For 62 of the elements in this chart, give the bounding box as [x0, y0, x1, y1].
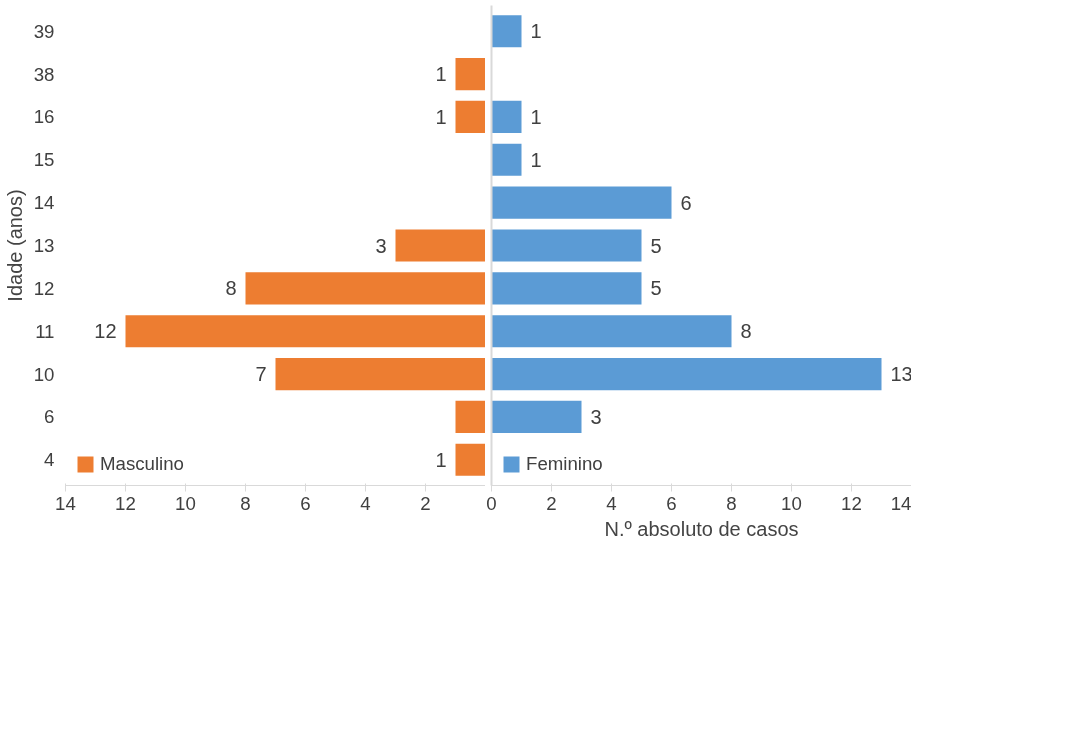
- bar: [275, 358, 485, 391]
- bar: [491, 400, 582, 433]
- bar: [491, 229, 642, 262]
- x-tick-label: 10: [175, 492, 196, 514]
- bar: [491, 272, 642, 305]
- y-axis-title: Idade (anos): [3, 189, 26, 302]
- y-tick-label: 39: [33, 20, 55, 42]
- data-label: 1: [530, 20, 542, 43]
- y-tick-label: 6: [44, 406, 55, 428]
- data-label: 12: [94, 320, 117, 343]
- y-tick-label: 12: [33, 277, 55, 299]
- legend-label: Feminino: [526, 453, 603, 475]
- data-label: 7: [255, 363, 267, 386]
- bar: [491, 15, 522, 48]
- x-tick-label: 6: [666, 492, 677, 514]
- x-tick-label: 8: [240, 492, 251, 514]
- x-tick-label: 12: [115, 492, 136, 514]
- y-tick-label: 15: [33, 149, 55, 171]
- bar: [491, 186, 672, 219]
- bar: [245, 272, 485, 305]
- data-label: 1: [530, 148, 542, 171]
- x-axis-title: N.º absoluto de casos: [604, 517, 799, 540]
- data-label: 1: [435, 63, 447, 86]
- data-label: 3: [375, 234, 387, 257]
- x-tick-label: 6: [300, 492, 311, 514]
- y-tick-label: 10: [33, 363, 55, 385]
- legend-label: Masculino: [100, 453, 184, 475]
- data-label: 6: [680, 191, 692, 214]
- bar: [491, 100, 522, 133]
- y-tick-label: 13: [33, 235, 55, 256]
- x-tick-label: 4: [360, 492, 371, 514]
- x-tick-label: 14: [890, 492, 912, 514]
- data-label: 1: [435, 448, 447, 471]
- x-tick-label: 0: [486, 492, 497, 514]
- x-tick-label: 2: [546, 492, 557, 514]
- x-tick-label: 12: [841, 492, 862, 514]
- bar: [455, 443, 485, 476]
- bar: [455, 58, 485, 91]
- bar: [455, 100, 485, 133]
- data-label: 13: [890, 363, 913, 386]
- data-label: 8: [225, 277, 237, 300]
- bar: [491, 143, 522, 176]
- bar: [395, 229, 485, 262]
- y-tick-label: 14: [33, 192, 55, 214]
- data-label: 5: [650, 234, 662, 257]
- bar: [125, 315, 485, 348]
- data-label: 3: [590, 405, 602, 428]
- x-tick-label: 10: [781, 492, 802, 514]
- x-tick-label: 8: [726, 492, 737, 514]
- bar: [455, 400, 485, 433]
- y-tick-label: 11: [35, 320, 55, 342]
- data-label: 8: [740, 320, 752, 343]
- x-tick-label: 4: [606, 492, 617, 514]
- data-label: 1: [530, 105, 542, 128]
- y-tick-label: 4: [44, 449, 55, 471]
- bar: [491, 358, 882, 391]
- y-tick-label: 38: [33, 63, 55, 85]
- x-tick-label: 2: [420, 492, 431, 514]
- y-tick-label: 16: [33, 106, 55, 128]
- data-label: 5: [650, 277, 662, 300]
- bar: [491, 315, 732, 348]
- data-label: 1: [435, 105, 447, 128]
